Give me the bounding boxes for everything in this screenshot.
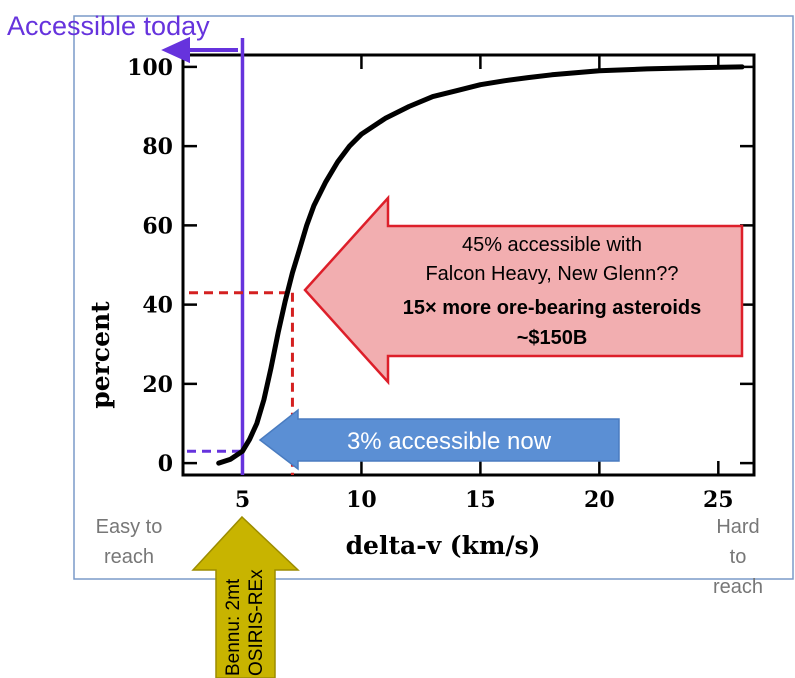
left-arrow-icon bbox=[161, 36, 238, 64]
slide-frame bbox=[73, 15, 794, 580]
easy-to-reach-line-2: reach bbox=[104, 546, 154, 568]
axis-ticks bbox=[183, 55, 754, 475]
y-tick-label: 40 bbox=[142, 293, 173, 319]
y-tick-label: 80 bbox=[142, 134, 173, 160]
easy-to-reach-line-1: Easy to bbox=[96, 516, 163, 538]
x-tick-label: 5 bbox=[235, 487, 250, 513]
x-tick-label: 20 bbox=[584, 487, 615, 513]
blue-callout-label: 3% accessible now bbox=[347, 428, 552, 455]
red-callout-line-1: 45% accessible with bbox=[462, 234, 642, 256]
bennu-up-arrow bbox=[191, 515, 300, 678]
x-axis-label: delta-v (km/s) bbox=[346, 531, 541, 560]
x-tick-label: 25 bbox=[703, 487, 734, 513]
y-axis-label: percent bbox=[86, 301, 115, 409]
y-tick-label: 20 bbox=[142, 372, 173, 398]
y-tick-label: 100 bbox=[127, 55, 173, 81]
red-callout-arrow bbox=[303, 194, 744, 386]
y-tick-label: 0 bbox=[158, 451, 173, 477]
blue-callout-arrow bbox=[258, 408, 620, 471]
tick-labels: 5 10 15 20 25 0 20 40 60 80 100 bbox=[127, 55, 734, 513]
x-tick-label: 10 bbox=[346, 487, 377, 513]
x-tick-label: 15 bbox=[465, 487, 496, 513]
hard-to-reach-line-1: Hard bbox=[716, 516, 759, 538]
red-callout-line-4: ~$150B bbox=[517, 327, 588, 349]
cumulative-curve-line bbox=[216, 64, 745, 466]
y-tick-label: 60 bbox=[142, 213, 173, 239]
hard-to-reach-line-3: reach bbox=[713, 576, 763, 598]
bennu-label-line-1: Bennu: 2mt bbox=[223, 578, 244, 676]
red-callout-line-2: Falcon Heavy, New Glenn?? bbox=[425, 263, 678, 285]
red-callout-line-3: 15× more ore-bearing asteroids bbox=[403, 297, 701, 319]
accessible-today-label: Accessible today bbox=[7, 11, 210, 41]
bennu-label-line-2: OSIRIS-REx bbox=[246, 569, 267, 676]
hard-to-reach-line-2: to bbox=[730, 546, 747, 568]
